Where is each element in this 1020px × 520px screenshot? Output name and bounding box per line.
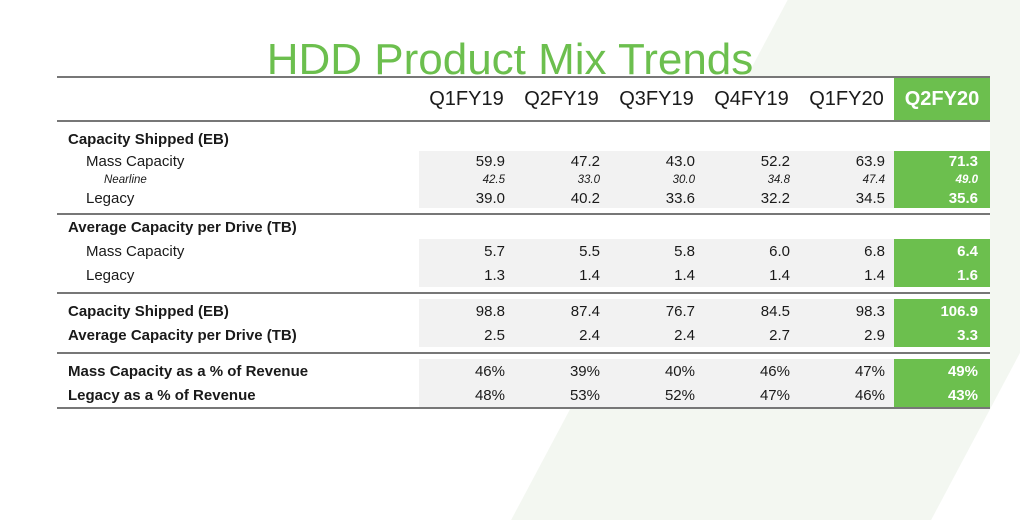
header-row: Q1FY19 Q2FY19 Q3FY19 Q4FY19 Q1FY20 Q2FY2… bbox=[57, 76, 990, 122]
cell-value: 47% bbox=[799, 359, 894, 383]
cell-value: 1.4 bbox=[609, 263, 704, 287]
column-header: Q2FY19 bbox=[514, 76, 609, 122]
table-row: Mass Capacity as a % of Revenue 46% 39% … bbox=[57, 359, 990, 383]
cell-value-highlighted: 6.4 bbox=[894, 239, 990, 263]
column-header: Q3FY19 bbox=[609, 76, 704, 122]
cell-value: 34.5 bbox=[799, 188, 894, 208]
cell-value: 32.2 bbox=[704, 188, 799, 208]
row-label: Legacy bbox=[57, 263, 419, 287]
cell-value: 34.8 bbox=[704, 171, 799, 188]
cell-value: 46% bbox=[799, 383, 894, 407]
row-label: Legacy as a % of Revenue bbox=[57, 383, 419, 407]
section-header-row: Average Capacity per Drive (TB) bbox=[57, 215, 990, 239]
column-header: Q1FY20 bbox=[799, 76, 894, 122]
cell-value: 42.5 bbox=[419, 171, 514, 188]
section-label: Capacity Shipped (EB) bbox=[57, 127, 419, 151]
cell-value-highlighted: 71.3 bbox=[894, 151, 990, 171]
cell-value: 5.8 bbox=[609, 239, 704, 263]
cell-value: 39.0 bbox=[419, 188, 514, 208]
cell-value: 1.4 bbox=[704, 263, 799, 287]
cell-value: 2.4 bbox=[514, 323, 609, 347]
cell-value-highlighted: 106.9 bbox=[894, 299, 990, 323]
table-row: Legacy as a % of Revenue 48% 53% 52% 47%… bbox=[57, 383, 990, 407]
cell-value: 33.6 bbox=[609, 188, 704, 208]
cell-value: 98.8 bbox=[419, 299, 514, 323]
cell-value: 39% bbox=[514, 359, 609, 383]
cell-value-highlighted: 35.6 bbox=[894, 188, 990, 208]
cell-value-highlighted: 3.3 bbox=[894, 323, 990, 347]
cell-value: 59.9 bbox=[419, 151, 514, 171]
table-row: Legacy 39.0 40.2 33.6 32.2 34.5 35.6 bbox=[57, 188, 990, 208]
cell-value: 87.4 bbox=[514, 299, 609, 323]
cell-value: 1.3 bbox=[419, 263, 514, 287]
cell-value: 40.2 bbox=[514, 188, 609, 208]
table-row: Mass Capacity 59.9 47.2 43.0 52.2 63.9 7… bbox=[57, 151, 990, 171]
cell-value: 53% bbox=[514, 383, 609, 407]
cell-value: 48% bbox=[419, 383, 514, 407]
cell-value: 47.4 bbox=[799, 171, 894, 188]
cell-value: 84.5 bbox=[704, 299, 799, 323]
table-row: Average Capacity per Drive (TB) 2.5 2.4 … bbox=[57, 323, 990, 347]
row-label: Mass Capacity bbox=[57, 151, 419, 171]
cell-value: 1.4 bbox=[514, 263, 609, 287]
cell-value: 30.0 bbox=[609, 171, 704, 188]
cell-value: 52% bbox=[609, 383, 704, 407]
cell-value: 47% bbox=[704, 383, 799, 407]
cell-value: 63.9 bbox=[799, 151, 894, 171]
cell-value-highlighted: 1.6 bbox=[894, 263, 990, 287]
cell-value: 2.5 bbox=[419, 323, 514, 347]
cell-value-highlighted: 49% bbox=[894, 359, 990, 383]
row-label: Mass Capacity bbox=[57, 239, 419, 263]
cell-value: 2.4 bbox=[609, 323, 704, 347]
row-label: Average Capacity per Drive (TB) bbox=[57, 323, 419, 347]
table-row: Nearline 42.5 33.0 30.0 34.8 47.4 49.0 bbox=[57, 171, 990, 188]
cell-value: 40% bbox=[609, 359, 704, 383]
cell-value-highlighted: 49.0 bbox=[894, 171, 990, 188]
cell-value: 43.0 bbox=[609, 151, 704, 171]
cell-value: 76.7 bbox=[609, 299, 704, 323]
column-header: Q1FY19 bbox=[419, 76, 514, 122]
cell-value: 98.3 bbox=[799, 299, 894, 323]
cell-value: 5.5 bbox=[514, 239, 609, 263]
cell-value: 33.0 bbox=[514, 171, 609, 188]
cell-value: 1.4 bbox=[799, 263, 894, 287]
row-label: Capacity Shipped (EB) bbox=[57, 299, 419, 323]
column-header: Q4FY19 bbox=[704, 76, 799, 122]
cell-value: 6.0 bbox=[704, 239, 799, 263]
product-mix-table: Q1FY19 Q2FY19 Q3FY19 Q4FY19 Q1FY20 Q2FY2… bbox=[57, 76, 990, 409]
cell-value: 2.9 bbox=[799, 323, 894, 347]
row-label: Nearline bbox=[57, 171, 419, 188]
cell-value: 46% bbox=[419, 359, 514, 383]
cell-value: 2.7 bbox=[704, 323, 799, 347]
cell-value: 5.7 bbox=[419, 239, 514, 263]
column-header-highlighted: Q2FY20 bbox=[894, 76, 990, 122]
row-label: Mass Capacity as a % of Revenue bbox=[57, 359, 419, 383]
section-header-row: Capacity Shipped (EB) bbox=[57, 127, 990, 151]
cell-value: 6.8 bbox=[799, 239, 894, 263]
table-row: Capacity Shipped (EB) 98.8 87.4 76.7 84.… bbox=[57, 299, 990, 323]
table-row: Legacy 1.3 1.4 1.4 1.4 1.4 1.6 bbox=[57, 263, 990, 287]
cell-value: 46% bbox=[704, 359, 799, 383]
cell-value: 47.2 bbox=[514, 151, 609, 171]
cell-value: 52.2 bbox=[704, 151, 799, 171]
row-label: Legacy bbox=[57, 188, 419, 208]
table-bottom-rule bbox=[57, 406, 990, 409]
cell-value-highlighted: 43% bbox=[894, 383, 990, 407]
header-blank bbox=[57, 76, 419, 122]
table-row: Mass Capacity 5.7 5.5 5.8 6.0 6.8 6.4 bbox=[57, 239, 990, 263]
section-label: Average Capacity per Drive (TB) bbox=[57, 215, 419, 239]
